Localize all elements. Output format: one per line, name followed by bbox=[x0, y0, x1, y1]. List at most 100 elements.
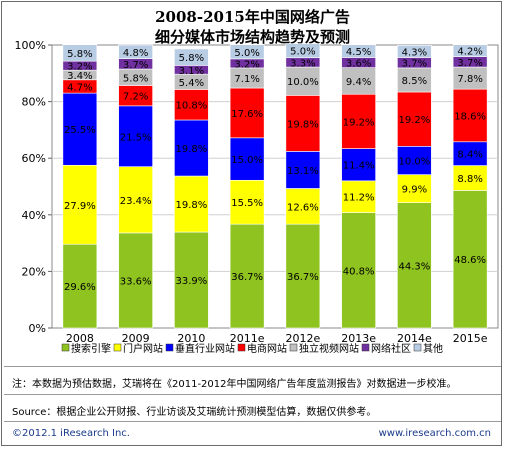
data-label: 3.4% bbox=[67, 71, 92, 82]
data-label: 3.2% bbox=[234, 59, 259, 70]
legend-label: 搜索引擎 bbox=[71, 342, 111, 355]
bar-segment bbox=[118, 44, 153, 59]
data-label: 48.6% bbox=[454, 255, 486, 266]
data-label: 18.6% bbox=[454, 111, 486, 122]
bar-segment bbox=[397, 91, 432, 147]
separator bbox=[4, 421, 501, 422]
legend-swatch bbox=[61, 343, 70, 352]
data-label: 44.3% bbox=[398, 261, 430, 272]
legend-swatch bbox=[413, 343, 422, 352]
data-label: 10.0% bbox=[287, 77, 319, 88]
data-label: 33.6% bbox=[120, 276, 152, 287]
data-label: 21.5% bbox=[120, 132, 152, 143]
data-label: 5.8% bbox=[179, 53, 204, 64]
data-label: 3.6% bbox=[346, 59, 371, 70]
legend-label: 门户网站 bbox=[123, 342, 163, 355]
data-label: 19.8% bbox=[175, 144, 207, 155]
x-tick-label: 2009 bbox=[122, 332, 150, 345]
data-label: 3.1% bbox=[179, 66, 204, 77]
data-label: 4.2% bbox=[457, 47, 482, 58]
data-label: 5.8% bbox=[67, 49, 92, 60]
note-text: 注：本数据为预估数据，艾瑞将在《2011-2012年中国网络广告年度监测报告》对… bbox=[12, 379, 457, 390]
data-label: 19.8% bbox=[175, 200, 207, 211]
data-label: 33.9% bbox=[175, 276, 207, 287]
y-tick-label: 100% bbox=[15, 39, 46, 52]
bar-segment bbox=[397, 146, 432, 175]
x-tick-label: 2013e bbox=[341, 332, 376, 345]
bar-segment bbox=[62, 164, 98, 245]
bar-segment bbox=[118, 232, 153, 329]
data-label: 10.8% bbox=[175, 101, 207, 112]
data-label: 5.8% bbox=[123, 73, 148, 84]
data-label: 4.8% bbox=[123, 48, 148, 59]
data-label: 7.2% bbox=[123, 92, 148, 103]
data-label: 17.6% bbox=[231, 109, 263, 120]
bar-segment bbox=[285, 95, 321, 152]
legend-label: 独立视频网站 bbox=[299, 342, 359, 355]
data-label: 27.9% bbox=[64, 201, 96, 212]
stacked-bar-chart: 0% 20% 40% 60% 80% 100% 29.6% 27.9% 25.5% 4.7%3.4… bbox=[15, 39, 499, 355]
legend-swatch bbox=[237, 343, 246, 352]
data-label: 3.7% bbox=[457, 58, 482, 69]
data-label: 23.4% bbox=[120, 196, 152, 207]
data-label: 3.7% bbox=[123, 60, 148, 71]
bar-segment bbox=[452, 44, 488, 57]
legend-label: 垂直行业网站 bbox=[175, 342, 235, 355]
bar-segment bbox=[285, 151, 321, 189]
bar-segment bbox=[229, 87, 265, 139]
website-link[interactable]: www.iresearch.com.cn bbox=[378, 428, 491, 439]
data-label: 19.8% bbox=[287, 119, 319, 130]
data-label: 25.5% bbox=[64, 125, 96, 136]
bar-segment bbox=[118, 166, 153, 234]
data-label: 19.2% bbox=[398, 115, 430, 126]
bar-segment bbox=[341, 180, 376, 213]
legend-swatch bbox=[361, 343, 370, 352]
data-label: 4.7% bbox=[67, 82, 92, 93]
legend-swatch bbox=[289, 343, 298, 352]
bar-segment bbox=[341, 93, 376, 149]
legend-label: 电商网站 bbox=[247, 342, 287, 355]
data-label: 4.5% bbox=[346, 47, 371, 58]
data-label: 7.1% bbox=[234, 74, 259, 85]
bar-segment bbox=[174, 89, 209, 121]
data-label: 7.8% bbox=[457, 74, 482, 85]
bar-segment bbox=[62, 243, 98, 329]
separator bbox=[4, 366, 501, 367]
y-tick-label: 60% bbox=[22, 152, 46, 165]
data-label: 8.8% bbox=[457, 174, 482, 185]
data-label: 19.2% bbox=[343, 117, 375, 128]
y-tick-label: 40% bbox=[22, 209, 46, 222]
bar-segment bbox=[174, 175, 209, 233]
x-tick-label: 2015e bbox=[453, 332, 488, 345]
separator bbox=[4, 394, 501, 395]
x-tick-label: 2011e bbox=[230, 332, 265, 345]
data-label: 40.8% bbox=[343, 266, 375, 277]
bar-segment bbox=[341, 212, 376, 329]
data-label: 5.0% bbox=[290, 47, 315, 58]
bar-segment bbox=[285, 43, 321, 59]
bar-segment bbox=[174, 48, 209, 66]
bar-segment bbox=[229, 179, 265, 225]
bar-segment bbox=[397, 202, 432, 329]
bar-segment bbox=[397, 174, 432, 203]
copyright-text: ©2012.1 iResearch Inc. bbox=[12, 428, 130, 439]
data-label: 9.4% bbox=[346, 77, 371, 88]
bar-segment bbox=[452, 165, 488, 191]
x-tick-label: 2012e bbox=[285, 332, 320, 345]
x-tick-label: 2010 bbox=[177, 332, 205, 345]
data-label: 3.2% bbox=[67, 62, 92, 73]
bar-segment bbox=[62, 44, 98, 62]
data-label: 12.6% bbox=[287, 202, 319, 213]
data-label: 3.3% bbox=[290, 58, 315, 69]
legend-label: 其他 bbox=[423, 342, 443, 355]
data-label: 4.3% bbox=[402, 47, 427, 58]
bar-segment bbox=[341, 44, 376, 58]
y-tick-label: 80% bbox=[22, 96, 46, 109]
source-text: Source：根据企业公开财报、行业访谈及艾瑞统计预测模型估算，数据仅供参考。 bbox=[12, 407, 377, 418]
bar-segment bbox=[229, 44, 265, 60]
bar-segment bbox=[285, 188, 321, 225]
data-label: 8.5% bbox=[402, 76, 427, 87]
y-tick-label: 20% bbox=[22, 265, 46, 278]
bar-segment bbox=[229, 223, 265, 329]
bar-segment bbox=[397, 67, 432, 93]
